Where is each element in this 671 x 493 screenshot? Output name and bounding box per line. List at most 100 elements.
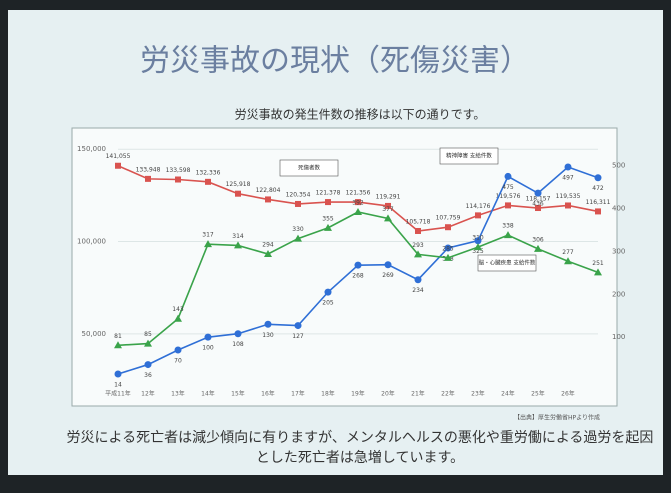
x-tick-label: 16年 [261,390,275,398]
data-point [385,261,392,268]
data-label: 70 [174,358,182,365]
data-label: 121,378 [316,190,341,197]
data-label: 392 [352,200,364,207]
data-label: 114,176 [466,203,491,210]
source-note: 【出典】厚生労働省HPより作成 [514,414,600,422]
data-label: 36 [144,372,152,379]
data-label: 268 [352,273,364,280]
data-label: 285 [442,245,454,252]
data-label: 251 [592,260,604,267]
data-label: 133,598 [166,167,191,174]
data-label: 81 [114,333,122,340]
y2-tick-label: 400 [612,205,625,213]
x-tick-label: 15年 [231,390,245,398]
data-label: 306 [532,236,544,243]
y-tick-label: 100,000 [77,238,106,246]
data-label: 127 [292,333,304,340]
data-label: 472 [592,185,604,192]
data-label: 143 [172,306,184,313]
data-point [565,202,571,208]
data-label: 294 [262,242,274,249]
data-point [175,347,182,354]
data-point [325,199,331,205]
data-label: 330 [292,226,304,233]
data-point [565,164,572,171]
y-tick-label: 50,000 [82,330,107,338]
data-label: 141,055 [106,153,131,160]
x-tick-label: 22年 [441,390,455,398]
caption: 労災による死亡者は減少傾向に有りますが、メンタルヘルスの悪化や重労働による過労を… [60,428,660,468]
data-label: 119,291 [376,193,401,200]
data-label: 436 [532,201,544,208]
data-point [235,191,241,197]
x-tick-label: 20年 [381,390,395,398]
x-tick-label: 12年 [141,390,155,398]
data-label: 121,356 [346,190,371,197]
data-point [505,173,512,180]
x-tick-label: 平成11年 [105,390,131,398]
data-label: 133,948 [136,166,161,173]
data-point [145,361,152,368]
data-point [535,190,542,197]
data-label: 107,759 [436,215,461,222]
caption-box: 労災による死亡者は減少傾向に有りますが、メンタルヘルスの悪化や重労働による過労を… [60,428,660,472]
data-label: 14 [114,382,122,389]
data-point [235,330,242,337]
x-tick-label: 19年 [351,390,365,398]
data-point [445,224,451,230]
data-point [595,174,602,181]
data-label: 119,535 [556,193,581,200]
data-label: 355 [322,215,334,222]
data-label: 100 [202,345,214,352]
data-point [475,212,481,218]
x-tick-label: 23年 [471,390,485,398]
data-point [205,334,212,341]
x-tick-label: 24年 [501,390,515,398]
data-label: 116,311 [586,199,611,206]
data-label: 234 [412,287,424,294]
data-point [115,163,121,169]
data-point [355,262,362,269]
data-label: 293 [412,242,424,249]
data-label: 314 [232,233,244,240]
data-label: 497 [562,175,574,182]
data-label: 205 [322,300,334,307]
data-point [295,201,301,207]
data-label: 338 [502,223,514,230]
x-tick-label: 14年 [201,390,215,398]
slide-title: 労災事故の現状（死傷災害） [140,44,530,79]
data-point [145,176,151,182]
y-tick-label: 150,000 [77,145,106,153]
data-point [595,208,601,214]
data-label: 122,804 [256,187,281,194]
slide: 労災事故の現状（死傷災害） 労災事故の発生件数の推移は以下の通りです。 【出典】… [0,0,671,493]
data-label: 377 [382,206,394,213]
data-label: 269 [382,272,394,279]
data-point [265,321,272,328]
data-label: 475 [502,184,514,191]
data-point [415,276,422,283]
data-label: 277 [562,249,574,256]
legend-label: 死傷者数 [298,164,321,172]
data-point [205,179,211,185]
x-tick-label: 25年 [531,390,545,398]
data-point [325,289,332,296]
data-point [505,202,511,208]
legend-label: 精神障害 支給件数 [446,152,492,160]
chart-subtitle: 労災事故の発生件数の推移は以下の通りです。 [235,107,486,122]
x-tick-label: 21年 [411,390,425,398]
data-label: 317 [202,232,214,239]
data-label: 130 [262,332,274,339]
data-point [265,196,271,202]
data-label: 125,918 [226,181,251,188]
page: {"chart_data": {"type": "line", "title":… [0,0,671,493]
y2-tick-label: 200 [612,290,625,298]
data-label: 132,336 [196,169,221,176]
data-label: 85 [144,331,152,338]
legend-label: 脳・心臓疾患 支給件数 [479,259,536,267]
y2-tick-label: 100 [612,333,625,341]
data-point [175,177,181,183]
x-tick-label: 17年 [291,390,305,398]
y2-tick-label: 300 [612,247,625,255]
y2-tick-label: 500 [612,162,625,170]
